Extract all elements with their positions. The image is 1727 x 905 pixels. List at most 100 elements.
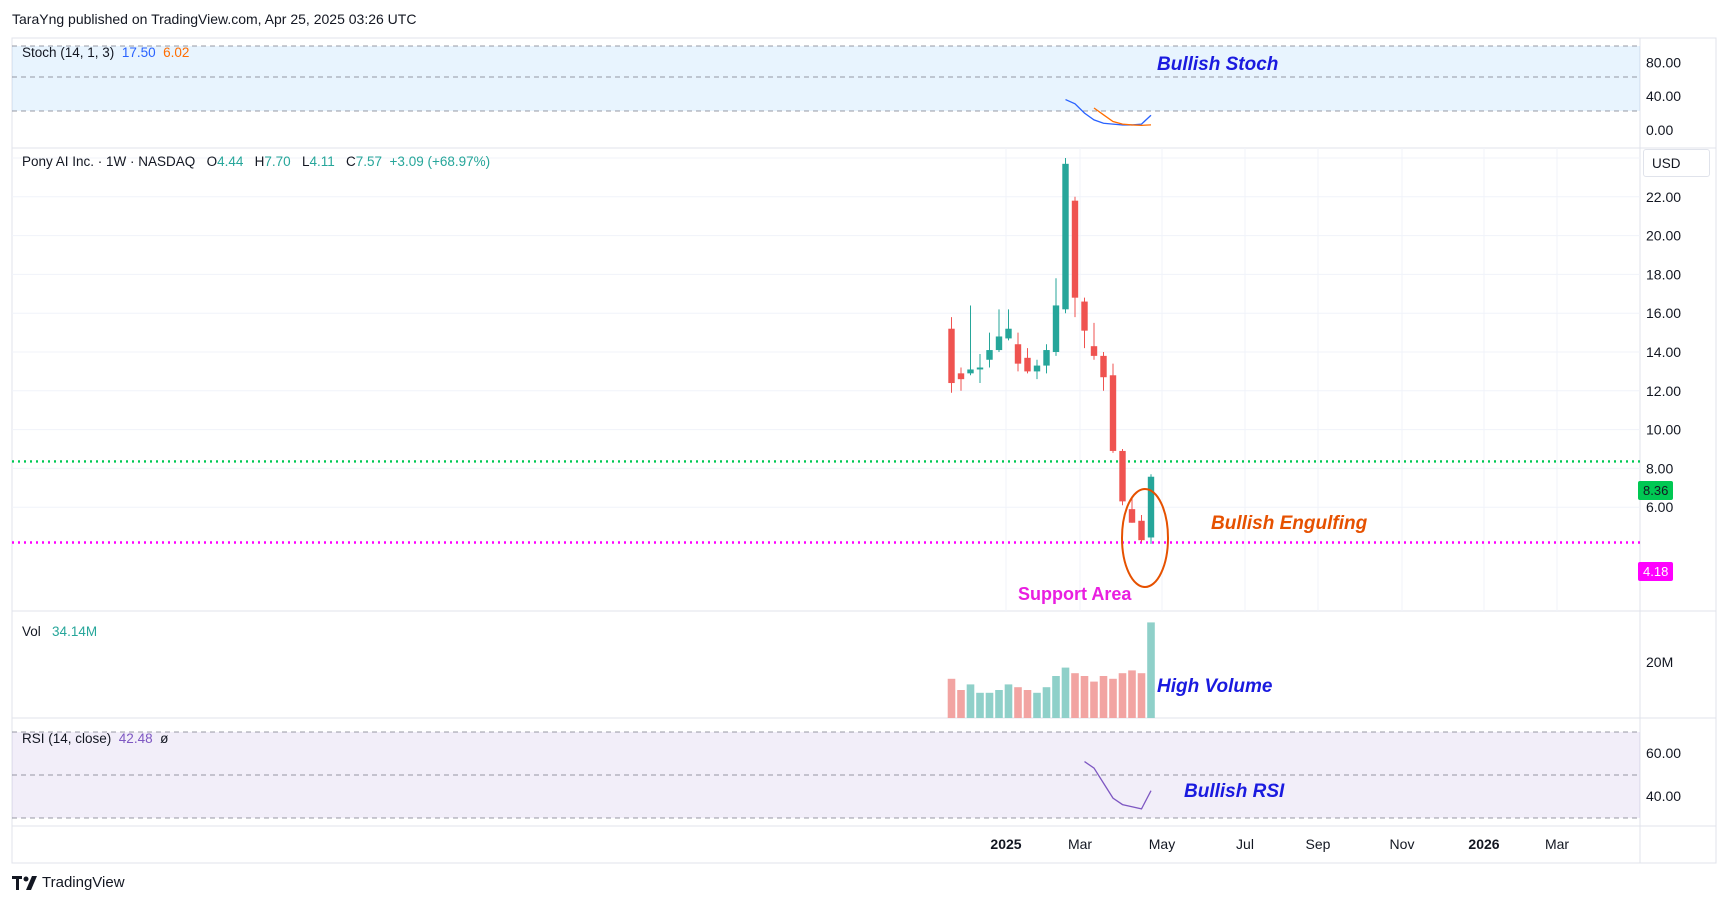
volume-bar (1137, 673, 1146, 718)
time-tick-label: 2025 (990, 836, 1021, 852)
volume-bar (1052, 676, 1060, 718)
volume-bar (1033, 692, 1041, 718)
volume-bar (957, 690, 965, 718)
change-value: +3.09 (+68.97%) (389, 154, 491, 169)
price-tick-label: 8.00 (1646, 460, 1673, 476)
candle-body (1119, 450, 1126, 502)
ohlc-high: H7.70 (255, 154, 291, 169)
symbol-name: Pony AI Inc. · 1W · NASDAQ (22, 154, 196, 169)
price-tick-label: 16.00 (1646, 305, 1681, 321)
candle-body (1052, 305, 1060, 352)
time-tick-label: Mar (1545, 836, 1569, 852)
volume-bar (1080, 676, 1089, 718)
volume-bar (1099, 676, 1108, 718)
close-value: 7.57 (355, 154, 383, 169)
candle-body (995, 336, 1003, 351)
volume-bar (1071, 673, 1079, 718)
annotation-support-area: Support Area (1018, 584, 1132, 604)
resistance-price-tag: 8.36 (1638, 481, 1674, 500)
candle-body (1005, 328, 1012, 339)
rsi-value: 42.48 (118, 731, 153, 746)
candle-body (1062, 163, 1069, 310)
currency-button[interactable]: USD (1643, 149, 1710, 177)
rsi-legend[interactable]: RSI (14, close) 42.48 ø (22, 731, 168, 746)
time-tick-label: Sep (1306, 836, 1331, 852)
time-tick-label: Mar (1068, 836, 1092, 852)
candle-body (957, 373, 965, 380)
candle-body (948, 328, 955, 384)
volume-name: Vol (22, 624, 41, 639)
volume-tick-label: 20M (1646, 654, 1673, 670)
annotation-high-volume: High Volume (1157, 676, 1273, 697)
time-tick-label: Jul (1236, 836, 1254, 852)
stoch-d-value: 6.02 (163, 45, 190, 60)
high-value: 7.70 (264, 154, 291, 169)
annotation-bullish-engulfing: Bullish Engulfing (1211, 513, 1368, 534)
stoch-tick-label: 0.00 (1646, 122, 1673, 138)
price-tick-label: 22.00 (1646, 189, 1681, 205)
tradingview-logo-text: TradingView (42, 874, 125, 891)
time-tick-label: 2026 (1468, 836, 1499, 852)
price-tick-label: 10.00 (1646, 422, 1681, 438)
stoch-k-value: 17.50 (121, 45, 156, 60)
price-tick-label: 18.00 (1646, 266, 1681, 282)
rsi-suffix: ø (160, 731, 169, 746)
ohlc-low: L4.11 (302, 154, 335, 169)
stoch-name: Stoch (14, 1, 3) (22, 45, 115, 60)
volume-bar (1061, 667, 1070, 718)
volume-bar (1042, 687, 1051, 718)
stoch-tick-label: 80.00 (1646, 54, 1681, 70)
volume-bar (1109, 678, 1117, 718)
candle-body (1147, 476, 1155, 538)
rsi-line (1084, 761, 1152, 810)
symbol-legend[interactable]: Pony AI Inc. · 1W · NASDAQ O4.44 H7.70 L… (22, 154, 490, 169)
candle-body (986, 350, 993, 360)
candle-body (1109, 375, 1117, 451)
candle-body (1100, 355, 1107, 378)
annotation-bullish-stoch: Bullish Stoch (1157, 54, 1279, 75)
stoch-tick-label: 40.00 (1646, 88, 1681, 104)
close-label: C (346, 154, 356, 169)
volume-bar (966, 684, 975, 718)
low-value: 4.11 (309, 154, 335, 169)
volume-legend[interactable]: Vol 34.14M (22, 624, 97, 639)
candle-body (1014, 344, 1022, 364)
volume-bar (995, 690, 1003, 718)
volume-bar (985, 692, 994, 718)
support-price-tag: 4.18 (1638, 562, 1674, 581)
volume-bar (1147, 622, 1155, 718)
time-tick-label: May (1149, 836, 1175, 852)
volume-bar (1014, 687, 1022, 718)
volume-bar (1128, 670, 1136, 718)
candle-body (1043, 350, 1050, 366)
candle-body (1090, 346, 1098, 356)
price-tick-label: 20.00 (1646, 228, 1681, 244)
tradingview-logo-icon (12, 875, 37, 890)
candle-body (967, 369, 974, 374)
candle-body (1081, 301, 1088, 331)
engulfing-ellipse (1121, 488, 1169, 588)
candle-body (1033, 365, 1041, 372)
price-tick-label: 12.00 (1646, 383, 1681, 399)
stoch-d-line (1093, 107, 1152, 127)
ohlc-open: O4.44 (207, 154, 244, 169)
tradingview-logo[interactable]: TradingView (12, 874, 125, 891)
candle-body (1071, 200, 1079, 298)
open-label: O (206, 154, 218, 169)
rsi-tick-label: 40.00 (1646, 788, 1681, 804)
ohlc-close: C7.57 (346, 154, 382, 169)
candle-body (1138, 520, 1145, 541)
time-tick-label: Nov (1390, 836, 1415, 852)
stoch-legend[interactable]: Stoch (14, 1, 3) 17.50 6.02 (22, 45, 189, 60)
rsi-name: RSI (14, close) (22, 731, 112, 746)
volume-bar (1118, 673, 1127, 718)
volume-bar (1090, 681, 1098, 718)
open-value: 4.44 (217, 154, 244, 169)
volume-bar (947, 678, 956, 718)
volume-value: 34.14M (52, 624, 98, 639)
annotation-bullish-rsi: Bullish RSI (1184, 781, 1285, 802)
volume-bar (1023, 690, 1032, 718)
candle-body (1128, 509, 1136, 523)
publisher-line: TaraYng published on TradingView.com, Ap… (12, 11, 417, 27)
